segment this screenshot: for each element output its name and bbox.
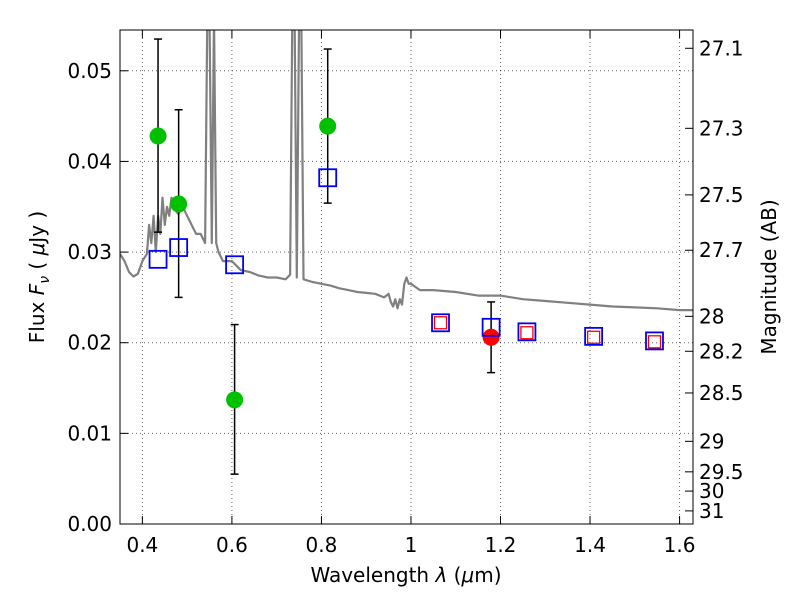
data-point	[170, 195, 188, 213]
y-tick-label: 0.04	[67, 149, 112, 173]
model-square	[584, 326, 604, 346]
x-tick-label: 0.4	[126, 533, 158, 557]
mag-tick-label: 29	[699, 429, 724, 453]
model-square	[481, 317, 501, 337]
mag-tick-label: 31	[699, 499, 724, 523]
y-tick-label: 0.03	[67, 240, 112, 264]
model-square	[645, 331, 664, 351]
data-point	[226, 391, 244, 409]
model-square-small	[647, 335, 662, 349]
x-title-lambda: λ	[434, 563, 447, 587]
y-title-text: Flux	[25, 295, 49, 343]
spectrum-line	[120, 30, 693, 312]
mag-tick-label: 30	[699, 479, 724, 503]
markers	[148, 117, 664, 409]
model-square	[517, 322, 537, 342]
mag-tick-label: 27.1	[699, 36, 744, 60]
y-title-nu: ν	[37, 276, 53, 284]
y-tick-label: 0.01	[67, 421, 112, 445]
model-square	[318, 168, 338, 188]
model-square-small	[520, 326, 534, 340]
x-title-unit: m)	[474, 563, 501, 587]
model-square	[148, 249, 168, 269]
mag-tick-label: 29.5	[699, 460, 744, 484]
y-tick-label: 0.05	[67, 59, 112, 83]
x-tick-label: 1	[405, 533, 418, 557]
error-bars	[154, 38, 496, 475]
x-title-paren: (	[447, 563, 461, 587]
model-square	[169, 238, 189, 257]
x-tick-label: 1.2	[485, 533, 517, 557]
x-title-mu: μ	[460, 563, 474, 587]
y-axis-title: Flux Fν ( μJy )	[25, 211, 53, 343]
y-title-mu: μ	[25, 243, 49, 257]
ticks: 0.4 0.6 0.8 1 1.2 1.4 1.6 0.00 0.01 0.02 0.03 0.04 0…	[67, 30, 744, 557]
model-square-small	[586, 330, 601, 344]
x-axis-title: Wavelength λ (μm)	[310, 563, 501, 587]
x-tick-label: 0.6	[216, 533, 248, 557]
mag-tick-label: 27.5	[699, 183, 744, 207]
data-point	[149, 127, 167, 145]
y-title-paren: (	[25, 255, 49, 276]
x-tick-label: 0.8	[306, 533, 338, 557]
y2-axis-title: Magnitude (AB)	[757, 199, 781, 354]
model-square	[431, 313, 450, 333]
mag-tick-label: 28	[699, 304, 724, 328]
y-tick-label: 0.02	[67, 331, 112, 355]
model-square	[225, 255, 245, 275]
x-tick-label: 1.6	[664, 533, 696, 557]
plot-frame	[119, 29, 694, 525]
x-title-text: Wavelength	[310, 563, 435, 587]
y-title-F: F	[25, 283, 49, 295]
data-point	[319, 117, 337, 135]
y-title-unit: Jy )	[25, 211, 49, 245]
mag-tick-label: 27.7	[699, 238, 744, 262]
mag-tick-label: 28.5	[699, 381, 744, 405]
data-point	[482, 328, 500, 346]
model-square-small	[433, 316, 448, 330]
y-tick-label: 0.00	[67, 512, 112, 536]
x-tick-label: 1.4	[574, 533, 606, 557]
mag-tick-label: 28.2	[699, 339, 744, 363]
spectrum-layer	[120, 30, 693, 312]
mag-tick-label: 27.3	[699, 116, 744, 140]
